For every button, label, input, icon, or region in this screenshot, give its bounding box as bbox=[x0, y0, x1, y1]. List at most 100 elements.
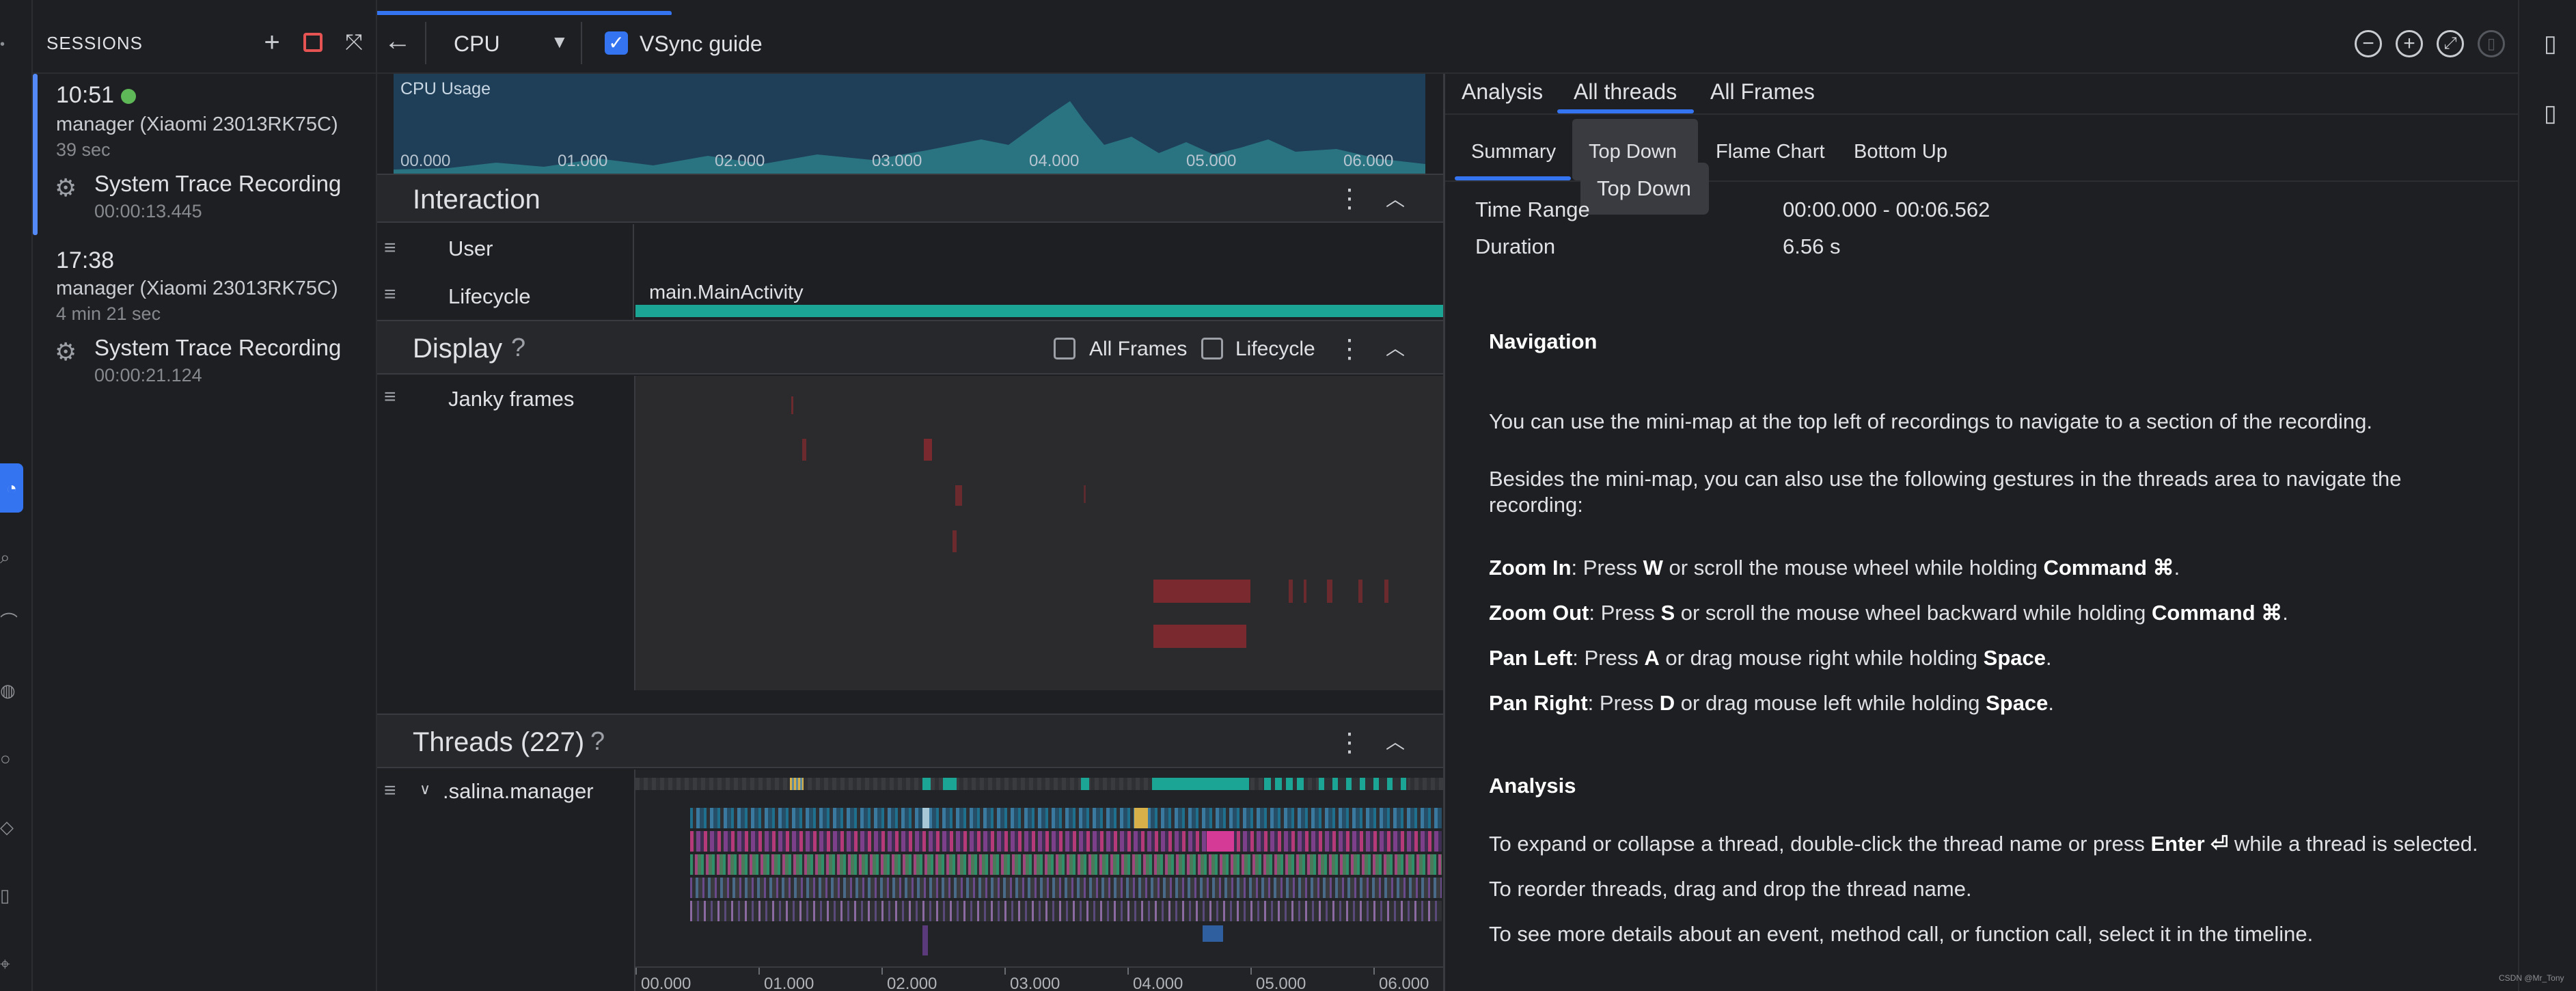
more-options-icon[interactable]: ⋮ bbox=[1337, 185, 1362, 213]
analysis-paragraph-3: To see more details about an event, meth… bbox=[1489, 922, 2314, 946]
cpu-tick-5: 05.000 bbox=[1186, 152, 1237, 170]
jank-frame[interactable] bbox=[1327, 580, 1332, 603]
lifecycle-checkbox-label: Lifecycle bbox=[1235, 338, 1315, 360]
sessions-panel: SESSIONS + ⤧ 10:51 manager (Xiaomi 23013… bbox=[33, 0, 377, 991]
display-help-icon[interactable]: ? bbox=[511, 334, 526, 362]
jank-frame[interactable] bbox=[955, 485, 962, 506]
recording-item-2[interactable]: ⚙ System Trace Recording 00:00:21.124 bbox=[33, 334, 377, 395]
time-range-value: 00:00.000 - 00:06.562 bbox=[1783, 198, 1990, 221]
jank-frame[interactable] bbox=[1384, 580, 1388, 603]
lane-filter-icon[interactable]: ≡ bbox=[384, 236, 396, 259]
square-icon[interactable]: ▯ bbox=[0, 885, 10, 906]
jank-frame[interactable] bbox=[791, 396, 793, 414]
collapse-panel-icon[interactable]: ⤧ bbox=[345, 29, 363, 54]
device-manager-icon[interactable]: ▯ bbox=[2544, 31, 2557, 57]
session-device: manager (Xiaomi 23013RK75C) bbox=[56, 277, 338, 299]
jank-frame[interactable] bbox=[1084, 485, 1086, 503]
subtab-flame-chart[interactable]: Flame Chart bbox=[1716, 141, 1825, 163]
thread-highlight bbox=[922, 925, 928, 955]
process-name[interactable]: .salina.manager bbox=[443, 779, 594, 803]
pin-icon[interactable]: ⌖ bbox=[0, 953, 10, 974]
cpu-usage-chart[interactable]: CPU Usage 00.000 01.000 02.000 03.000 04… bbox=[394, 74, 1425, 174]
lifecycle-checkbox[interactable] bbox=[1201, 338, 1223, 359]
lifecycle-event-label[interactable]: main.MainActivity bbox=[649, 282, 804, 303]
threads-tick-5: 05.000 bbox=[1256, 975, 1306, 991]
jank-frame[interactable] bbox=[1289, 580, 1293, 603]
recording-item-1[interactable]: ⚙ System Trace Recording 00:00:13.445 bbox=[33, 169, 377, 231]
online-status-icon bbox=[121, 89, 137, 105]
cpu-tick-6: 06.000 bbox=[1343, 152, 1394, 170]
cpu-tick-3: 03.000 bbox=[872, 152, 922, 170]
subtab-underline bbox=[1455, 176, 1571, 180]
cpu-chip-icon: ⚙ bbox=[55, 174, 77, 202]
lane-filter-icon[interactable]: ≡ bbox=[384, 283, 396, 306]
bug-icon[interactable]: ◍ bbox=[0, 680, 16, 701]
more-options-icon[interactable]: ⋮ bbox=[1337, 729, 1362, 757]
cpu-select-value: CPU bbox=[454, 31, 500, 56]
cpu-tick-2: 02.000 bbox=[715, 152, 765, 170]
display-lanes: ≡ Janky frames bbox=[377, 376, 1443, 690]
recording-title: System Trace Recording bbox=[94, 171, 342, 196]
cpu-usage-label: CPU Usage bbox=[400, 79, 491, 98]
thread-slices-row bbox=[690, 808, 1442, 828]
subtab-summary[interactable]: Summary bbox=[1471, 141, 1557, 163]
collapse-section-icon[interactable]: ︿ bbox=[1386, 731, 1406, 752]
janky-frames-track[interactable] bbox=[634, 376, 1443, 690]
stop-icon bbox=[303, 33, 323, 52]
activity-burst bbox=[1264, 778, 1305, 790]
reset-zoom-icon[interactable]: ⤢ bbox=[2437, 30, 2464, 57]
zoom-in-icon[interactable]: + bbox=[2396, 30, 2423, 57]
display-title: Display bbox=[413, 334, 503, 364]
all-frames-checkbox[interactable] bbox=[1054, 338, 1075, 359]
lane-filter-icon[interactable]: ≡ bbox=[384, 779, 396, 802]
lane-user-label: User bbox=[448, 236, 493, 260]
cpu-chip-icon: ⚙ bbox=[55, 338, 77, 366]
jank-frame[interactable] bbox=[1304, 580, 1306, 603]
tab-all-frames[interactable]: All Frames bbox=[1710, 79, 1815, 104]
jank-frame[interactable] bbox=[1153, 580, 1250, 603]
collapse-section-icon[interactable]: ︿ bbox=[1386, 189, 1406, 210]
subtab-bottom-up[interactable]: Bottom Up bbox=[1854, 141, 1947, 163]
activity-burst bbox=[943, 778, 957, 790]
vsync-checkbox[interactable]: ✓ bbox=[605, 31, 628, 55]
navigation-paragraph-2-cont: recording: bbox=[1489, 493, 1583, 517]
back-arrow-icon[interactable]: ← bbox=[384, 26, 411, 56]
display-header: Display ? All Frames Lifecycle ⋮ ︿ bbox=[377, 320, 1443, 375]
tab-all-threads[interactable]: All threads bbox=[1574, 79, 1677, 104]
session-item-2[interactable]: 17:38 manager (Xiaomi 23013RK75C) 4 min … bbox=[33, 245, 377, 406]
search-icon[interactable]: ⌕ bbox=[0, 547, 10, 567]
jank-frame[interactable] bbox=[953, 530, 957, 552]
jank-frame[interactable] bbox=[1153, 625, 1246, 648]
thread-slices-row bbox=[690, 831, 1442, 852]
activity-burst bbox=[1081, 778, 1089, 790]
lane-filter-icon[interactable]: ≡ bbox=[384, 385, 396, 408]
tag-icon[interactable]: ◇ bbox=[0, 817, 14, 837]
expand-chevron-icon[interactable]: ∨ bbox=[420, 780, 431, 798]
axis-tick bbox=[1127, 968, 1129, 975]
zoom-out-icon[interactable]: − bbox=[2355, 30, 2382, 57]
dot-icon[interactable]: • bbox=[0, 37, 5, 52]
add-session-icon[interactable]: + bbox=[264, 27, 280, 57]
jank-frame[interactable] bbox=[1358, 580, 1362, 603]
zoom-to-selection-icon[interactable]: ▯ bbox=[2478, 30, 2505, 57]
circle-icon[interactable]: ○ bbox=[0, 748, 11, 769]
threads-tick-2: 02.000 bbox=[887, 975, 937, 991]
recording-title: System Trace Recording bbox=[94, 335, 342, 360]
cpu-select[interactable]: CPU ▼ bbox=[425, 22, 582, 64]
profiler-icon[interactable]: ◔ bbox=[0, 463, 23, 513]
collapse-section-icon[interactable]: ︿ bbox=[1386, 338, 1406, 359]
more-options-icon[interactable]: ⋮ bbox=[1337, 335, 1362, 364]
device-explorer-icon[interactable]: ▯ bbox=[2544, 100, 2557, 126]
stop-session-button[interactable] bbox=[299, 29, 327, 56]
timeline-area: CPU Usage 00.000 01.000 02.000 03.000 04… bbox=[377, 74, 1444, 991]
session-item-1[interactable]: 10:51 manager (Xiaomi 23013RK75C) 39 sec… bbox=[33, 74, 377, 235]
jank-frame[interactable] bbox=[924, 439, 932, 461]
plug-icon[interactable]: ⌒ bbox=[0, 612, 18, 632]
jank-frame[interactable] bbox=[802, 439, 806, 461]
tab-analysis[interactable]: Analysis bbox=[1462, 79, 1544, 104]
lifecycle-event-bar[interactable] bbox=[635, 305, 1443, 317]
threads-help-icon[interactable]: ? bbox=[590, 727, 605, 756]
subtab-top-down[interactable]: Top Down bbox=[1589, 141, 1677, 163]
analysis-heading: Analysis bbox=[1489, 774, 1576, 798]
threads-track[interactable]: 00.000 01.000 02.000 03.000 04.000 05.00… bbox=[634, 770, 1444, 991]
